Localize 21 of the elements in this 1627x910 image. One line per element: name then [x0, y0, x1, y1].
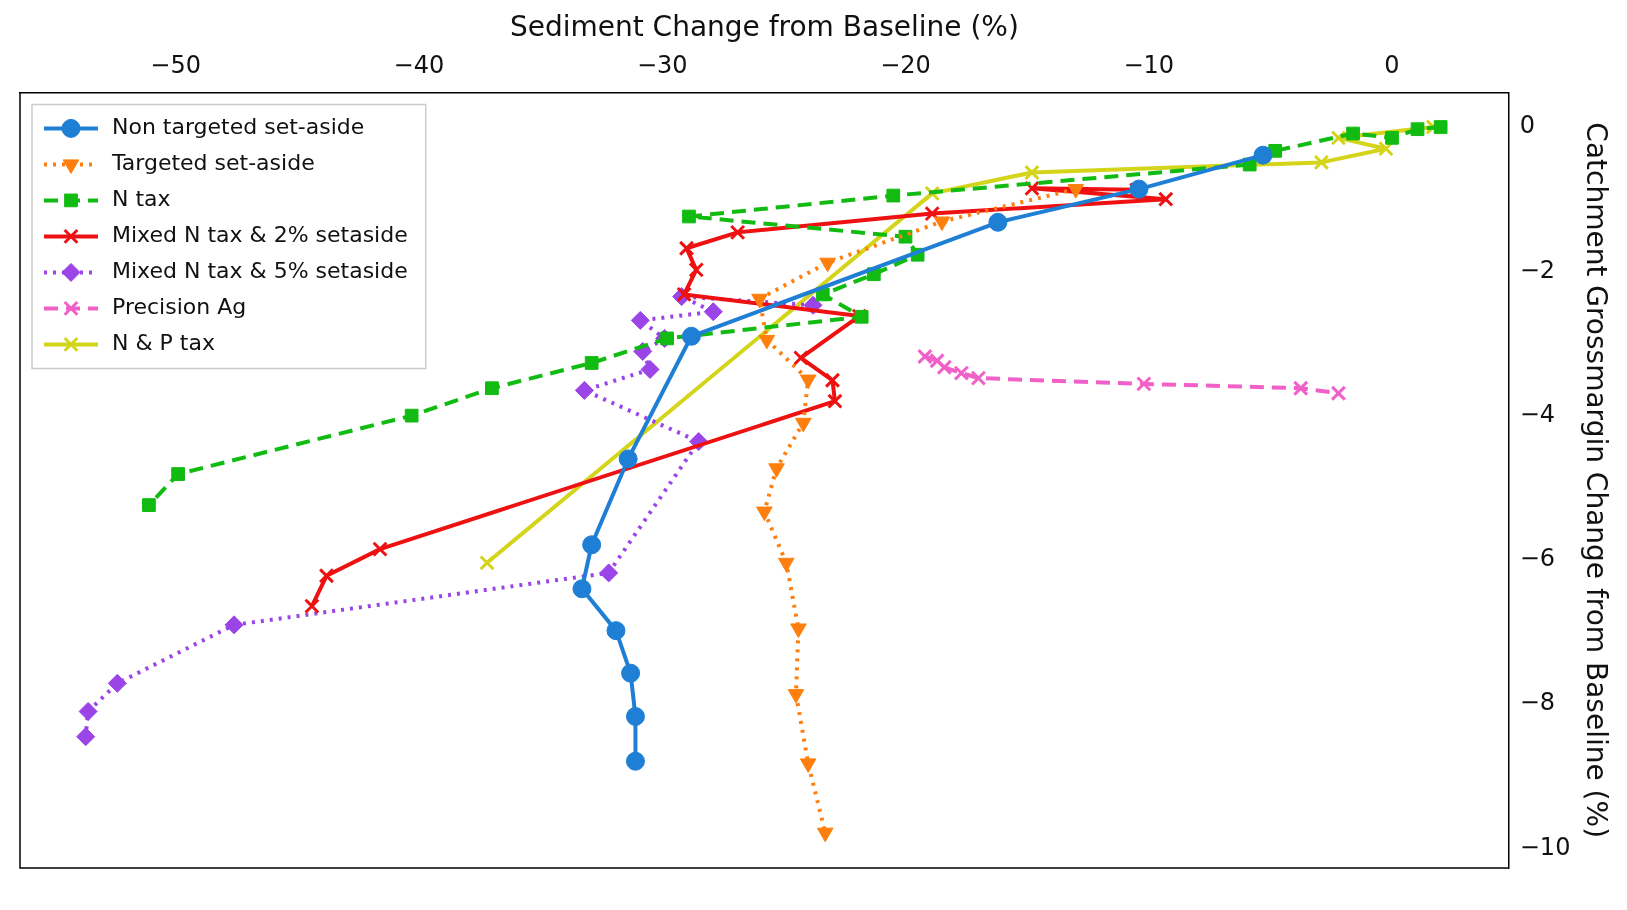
legend-label: N & P tax [112, 330, 215, 356]
y-tick-label: −10 [1519, 832, 1571, 861]
legend-label: Mixed N tax & 5% setaside [112, 258, 408, 284]
y-tick-label: −8 [1519, 688, 1556, 717]
y-axis-title: Catchment Grossmargin Change from Baseline (%) [1579, 122, 1613, 839]
y-tick-label: −6 [1519, 544, 1556, 573]
legend-label: N tax [112, 186, 171, 212]
legend-label: Precision Ag [112, 294, 247, 320]
x-tick-label: 0 [1384, 51, 1400, 80]
x-tick-label: −30 [636, 51, 688, 80]
x-axis-title: Sediment Change from Baseline (%) [509, 10, 1019, 44]
y-tick-label: 0 [1519, 111, 1536, 140]
y-tick-label: −2 [1519, 255, 1556, 284]
legend-label: Targeted set-aside [111, 150, 315, 176]
x-tick-label: −40 [393, 51, 445, 80]
x-tick-label: −50 [150, 51, 202, 80]
x-tick-label: −10 [1123, 51, 1175, 80]
y-tick-label: −4 [1519, 399, 1556, 428]
x-tick-label: −20 [880, 51, 931, 80]
legend-label: Non targeted set-aside [112, 114, 365, 140]
legend-label: Mixed N tax & 2% setaside [112, 222, 408, 248]
